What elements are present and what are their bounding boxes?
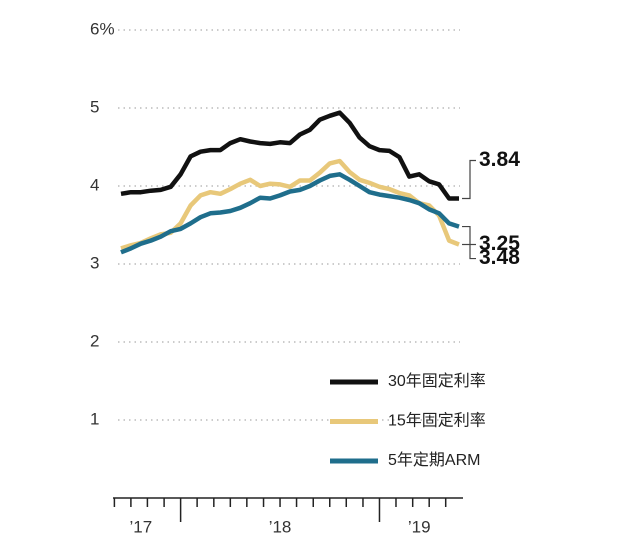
y-tick-label: 4 (90, 175, 99, 194)
leader-line (462, 159, 476, 200)
line-series (120, 158, 460, 251)
x-tick-label: ’19 (408, 517, 431, 536)
legend-label: 15年固定利率 (388, 412, 486, 430)
y-tick-label: 3 (90, 253, 99, 272)
y-tick-label: 2 (90, 331, 99, 350)
y-tick-label: 5 (90, 97, 99, 116)
legend-label: 30年固定利率 (388, 372, 486, 390)
leader-line (462, 225, 476, 260)
end-label: 3.84 (479, 148, 520, 171)
y-tick-label: 6% (90, 19, 115, 38)
end-label: 3.25 (479, 232, 520, 255)
legend-label: 5年定期ARM (388, 451, 480, 469)
line-series (120, 110, 459, 201)
end-label: 3.48 (479, 246, 520, 269)
y-tick-label: 1 (90, 409, 99, 428)
line-series (120, 172, 460, 255)
x-tick-label: ’17 (129, 517, 152, 536)
x-tick-label: ’18 (269, 517, 292, 536)
